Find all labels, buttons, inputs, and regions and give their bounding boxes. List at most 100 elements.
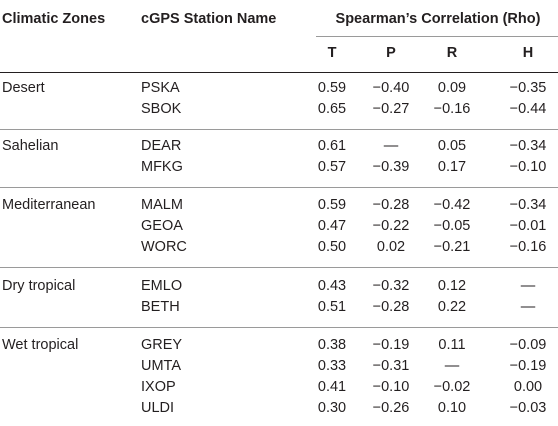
header-r: R xyxy=(446,45,458,61)
value-h: −0.09 xyxy=(509,337,547,353)
value-p: 0.02 xyxy=(376,239,406,255)
station-name: DEAR xyxy=(141,138,182,154)
zone-group: Dry tropical EMLO 0.43 −0.32 0.12 — BETH 0.51 −0… xyxy=(0,276,558,322)
value-r: 0.17 xyxy=(437,159,467,175)
subheader-row: T P R H xyxy=(0,39,558,67)
value-t: 0.41 xyxy=(317,379,347,395)
value-r: −0.02 xyxy=(433,379,471,395)
value-t: 0.38 xyxy=(317,337,347,353)
station-name: GREY xyxy=(141,337,183,353)
value-t: 0.59 xyxy=(317,80,347,96)
station-name: MALM xyxy=(141,197,183,213)
value-h: — xyxy=(520,299,536,315)
value-h: −0.34 xyxy=(509,138,547,154)
value-h: −0.03 xyxy=(509,400,547,416)
value-t: 0.47 xyxy=(317,218,347,234)
value-p: −0.40 xyxy=(372,80,410,96)
value-h: −0.01 xyxy=(509,218,547,234)
table-row: MFKG 0.57 −0.39 0.17 −0.10 xyxy=(0,157,558,177)
station-name: ULDI xyxy=(141,400,175,416)
spearman-underline xyxy=(316,36,558,37)
value-h: −0.44 xyxy=(509,101,547,117)
table-row: UMTA 0.33 −0.31 — −0.19 xyxy=(0,356,558,376)
value-t: 0.30 xyxy=(317,400,347,416)
value-t: 0.50 xyxy=(317,239,347,255)
value-h: −0.35 xyxy=(509,80,547,96)
value-t: 0.51 xyxy=(317,299,347,315)
value-r: — xyxy=(444,358,460,374)
value-h: −0.10 xyxy=(509,159,547,175)
table-row: WORC 0.50 0.02 −0.21 −0.16 xyxy=(0,237,558,257)
group-divider xyxy=(0,187,558,188)
value-p: −0.22 xyxy=(372,218,410,234)
value-r: 0.05 xyxy=(437,138,467,154)
value-p: −0.10 xyxy=(372,379,410,395)
value-r: −0.05 xyxy=(433,218,471,234)
value-r: 0.09 xyxy=(437,80,467,96)
group-divider xyxy=(0,129,558,130)
value-p: −0.27 xyxy=(372,101,410,117)
climatic-zone-label: Dry tropical xyxy=(2,278,76,294)
station-name: PSKA xyxy=(141,80,180,96)
value-p: −0.19 xyxy=(372,337,410,353)
value-t: 0.65 xyxy=(317,101,347,117)
value-t: 0.33 xyxy=(317,358,347,374)
station-name: BETH xyxy=(141,299,180,315)
table-row: ULDI 0.30 −0.26 0.10 −0.03 xyxy=(0,398,558,418)
value-p: — xyxy=(383,138,399,154)
value-p: −0.28 xyxy=(372,299,410,315)
header-spearman: Spearman’s Correlation (Rho) xyxy=(335,11,541,27)
table-row: SBOK 0.65 −0.27 −0.16 −0.44 xyxy=(0,99,558,119)
table-row: PSKA 0.59 −0.40 0.09 −0.35 xyxy=(0,78,558,98)
table-row: BETH 0.51 −0.28 0.22 — xyxy=(0,297,558,317)
table-row: MALM 0.59 −0.28 −0.42 −0.34 xyxy=(0,195,558,215)
header-climatic-zones: Climatic Zones xyxy=(2,11,106,27)
value-t: 0.59 xyxy=(317,197,347,213)
value-r: −0.16 xyxy=(433,101,471,117)
station-name: IXOP xyxy=(141,379,176,395)
value-t: 0.57 xyxy=(317,159,347,175)
group-divider xyxy=(0,327,558,328)
value-r: 0.22 xyxy=(437,299,467,315)
zone-group: Wet tropical GREY 0.38 −0.19 0.11 −0.09 UMTA 0.… xyxy=(0,335,558,423)
header-h: H xyxy=(522,45,534,61)
header-p: P xyxy=(386,45,396,61)
value-r: 0.12 xyxy=(437,278,467,294)
group-divider xyxy=(0,267,558,268)
value-p: −0.28 xyxy=(372,197,410,213)
zone-group: Sahelian DEAR 0.61 — 0.05 −0.34 MFKG 0.57 −0.39 0… xyxy=(0,136,558,182)
station-name: MFKG xyxy=(141,159,183,175)
value-h: −0.34 xyxy=(509,197,547,213)
header-row: Climatic Zones cGPS Station Name Spearma… xyxy=(0,0,558,39)
climatic-zone-label: Desert xyxy=(2,80,45,96)
station-name: WORC xyxy=(141,239,187,255)
table-row: DEAR 0.61 — 0.05 −0.34 xyxy=(0,136,558,156)
table-row: IXOP 0.41 −0.10 −0.02 0.00 xyxy=(0,377,558,397)
value-p: −0.26 xyxy=(372,400,410,416)
value-t: 0.61 xyxy=(317,138,347,154)
zone-group: Desert PSKA 0.59 −0.40 0.09 −0.35 SBOK 0.65 −0.2… xyxy=(0,78,558,124)
value-r: 0.11 xyxy=(438,337,466,353)
value-r: −0.42 xyxy=(433,197,471,213)
value-t: 0.43 xyxy=(317,278,347,294)
station-name: UMTA xyxy=(141,358,182,374)
value-p: −0.31 xyxy=(372,358,410,374)
header-station-name: cGPS Station Name xyxy=(141,11,277,27)
station-name: EMLO xyxy=(141,278,183,294)
table-row: GEOA 0.47 −0.22 −0.05 −0.01 xyxy=(0,216,558,236)
value-h: −0.16 xyxy=(509,239,547,255)
header-divider xyxy=(0,72,558,73)
climatic-zone-label: Sahelian xyxy=(2,138,59,154)
header-t: T xyxy=(327,45,337,61)
zone-group: Mediterranean MALM 0.59 −0.28 −0.42 −0.34 GEOA… xyxy=(0,195,558,262)
station-name: SBOK xyxy=(141,101,182,117)
value-p: −0.32 xyxy=(372,278,410,294)
station-name: GEOA xyxy=(141,218,183,234)
value-r: 0.10 xyxy=(437,400,467,416)
climatic-zone-label: Wet tropical xyxy=(2,337,79,353)
table-row: EMLO 0.43 −0.32 0.12 — xyxy=(0,276,558,296)
climatic-zone-label: Mediterranean xyxy=(2,197,96,213)
value-h: 0.00 xyxy=(513,379,543,395)
table-row: GREY 0.38 −0.19 0.11 −0.09 xyxy=(0,335,558,355)
